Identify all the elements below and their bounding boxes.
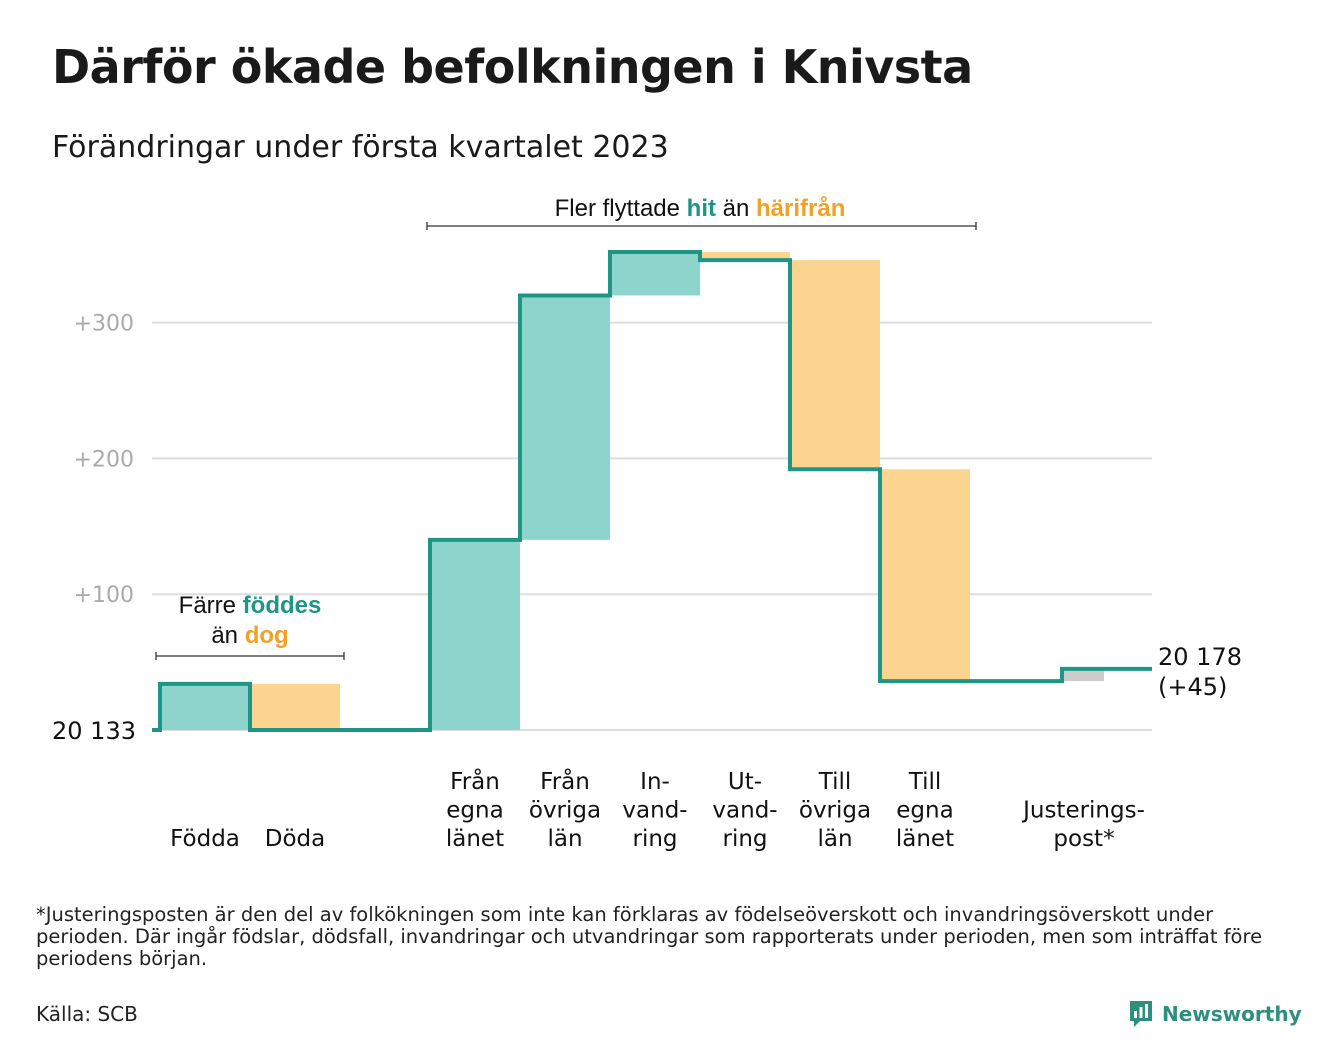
- annotation-span: föddes: [243, 592, 322, 619]
- y-tick-label: +100: [74, 583, 134, 608]
- category-label: län: [817, 826, 852, 852]
- category-label: Justerings-: [1021, 798, 1145, 824]
- bracket-natural: [155, 652, 345, 660]
- end-value-label: (+45): [1158, 673, 1227, 701]
- category-label: Från: [540, 767, 590, 795]
- chart-title: Därför ökade befolkningen i Knivsta: [52, 40, 973, 94]
- annotation-span: härifrån: [756, 195, 845, 222]
- category-label: post*: [1053, 826, 1114, 852]
- category-label: län: [547, 826, 582, 852]
- category-label: vand-: [712, 798, 777, 824]
- category-label: Ut-: [728, 769, 762, 795]
- waterfall-bar-2: [250, 683, 340, 730]
- category-label: Till: [908, 769, 942, 795]
- annotation-span: än: [716, 195, 756, 222]
- category-label: In-: [640, 769, 670, 795]
- annotation-natural-line2: än dog: [211, 622, 288, 649]
- waterfall-bar-9: [1064, 668, 1104, 682]
- waterfall-bar-7: [790, 260, 880, 470]
- category-label: egna: [896, 798, 953, 824]
- end-value-label: 20 178: [1158, 643, 1242, 671]
- category-label: övriga: [529, 798, 601, 824]
- category-label: övriga: [799, 798, 871, 824]
- footnote: *Justeringsposten är den del av folkökni…: [36, 903, 1263, 970]
- category-label: egna: [446, 798, 503, 824]
- waterfall-bar-6: [700, 251, 790, 261]
- category-label: ring: [632, 826, 677, 852]
- annotation-migration: Fler flyttade hit än härifrån: [555, 195, 846, 222]
- category-label: länet: [446, 826, 504, 852]
- waterfall-chart: +100 +200 +300 20 133 20 178(+45) Födda Döda Fr…: [52, 195, 1242, 852]
- annotation-span: dog: [245, 622, 289, 649]
- category-label: vand-: [622, 798, 687, 824]
- category-label: ring: [722, 826, 767, 852]
- y-tick-label: +200: [74, 447, 134, 472]
- category-label: Till: [818, 769, 852, 795]
- source-note: Källa: SCB: [36, 1002, 138, 1026]
- category-label: Döda: [265, 826, 325, 852]
- newsworthy-logo-icon: [1130, 1001, 1152, 1027]
- waterfall-bar-4: [520, 295, 610, 540]
- brand: Newsworthy: [1128, 998, 1302, 1030]
- waterfall-bar-5: [610, 251, 700, 296]
- annotation-span: Färre: [179, 592, 243, 619]
- baseline-label: 20 133: [52, 717, 136, 745]
- category-label: Från: [450, 767, 500, 795]
- annotation-span: hit: [687, 195, 716, 222]
- annotation-span: Fler flyttade: [555, 195, 687, 222]
- brand-name: Newsworthy: [1162, 1002, 1302, 1026]
- bracket-migration: [426, 222, 977, 230]
- category-label: Födda: [170, 826, 240, 852]
- waterfall-bar-1: [160, 683, 250, 730]
- cumulative-step-line: [152, 249, 1152, 732]
- waterfall-bar-8: [880, 469, 970, 682]
- annotation-natural-line1: Färre föddes: [179, 592, 322, 619]
- y-tick-label: +300: [74, 312, 134, 337]
- annotation-span: än: [211, 622, 244, 649]
- chart-subtitle: Förändringar under första kvartalet 2023: [52, 130, 669, 165]
- waterfall-bar-3: [430, 539, 520, 730]
- category-label: länet: [896, 826, 954, 852]
